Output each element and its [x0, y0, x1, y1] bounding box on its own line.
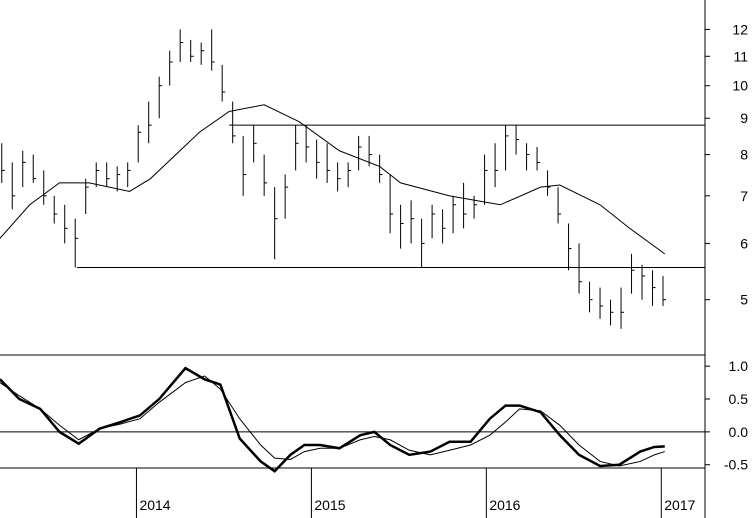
x-tick-label: 2017	[664, 497, 695, 513]
line-series	[0, 366, 665, 473]
x-tick-label: 2015	[314, 497, 345, 513]
y-tick-label: 6	[740, 235, 748, 251]
y-tick-label: 8	[740, 147, 748, 163]
y-tick-label: 12	[732, 21, 748, 37]
y-tick-label: 1.0	[729, 358, 749, 374]
y-tick-label: 0.5	[729, 391, 749, 407]
x-tick-label: 2014	[139, 497, 170, 513]
line-series	[0, 104, 666, 255]
y-tick-label: 11	[733, 48, 748, 64]
y-tick-label: 9	[740, 110, 748, 126]
y-tick-label: -0.5	[724, 457, 748, 473]
y-tick-label: 0.0	[729, 424, 749, 440]
y-tick-label: 7	[740, 188, 748, 204]
line-series	[0, 375, 665, 467]
y-tick-label: 10	[732, 78, 748, 94]
y-tick-label: 5	[740, 292, 748, 308]
x-tick-label: 2016	[489, 497, 520, 513]
